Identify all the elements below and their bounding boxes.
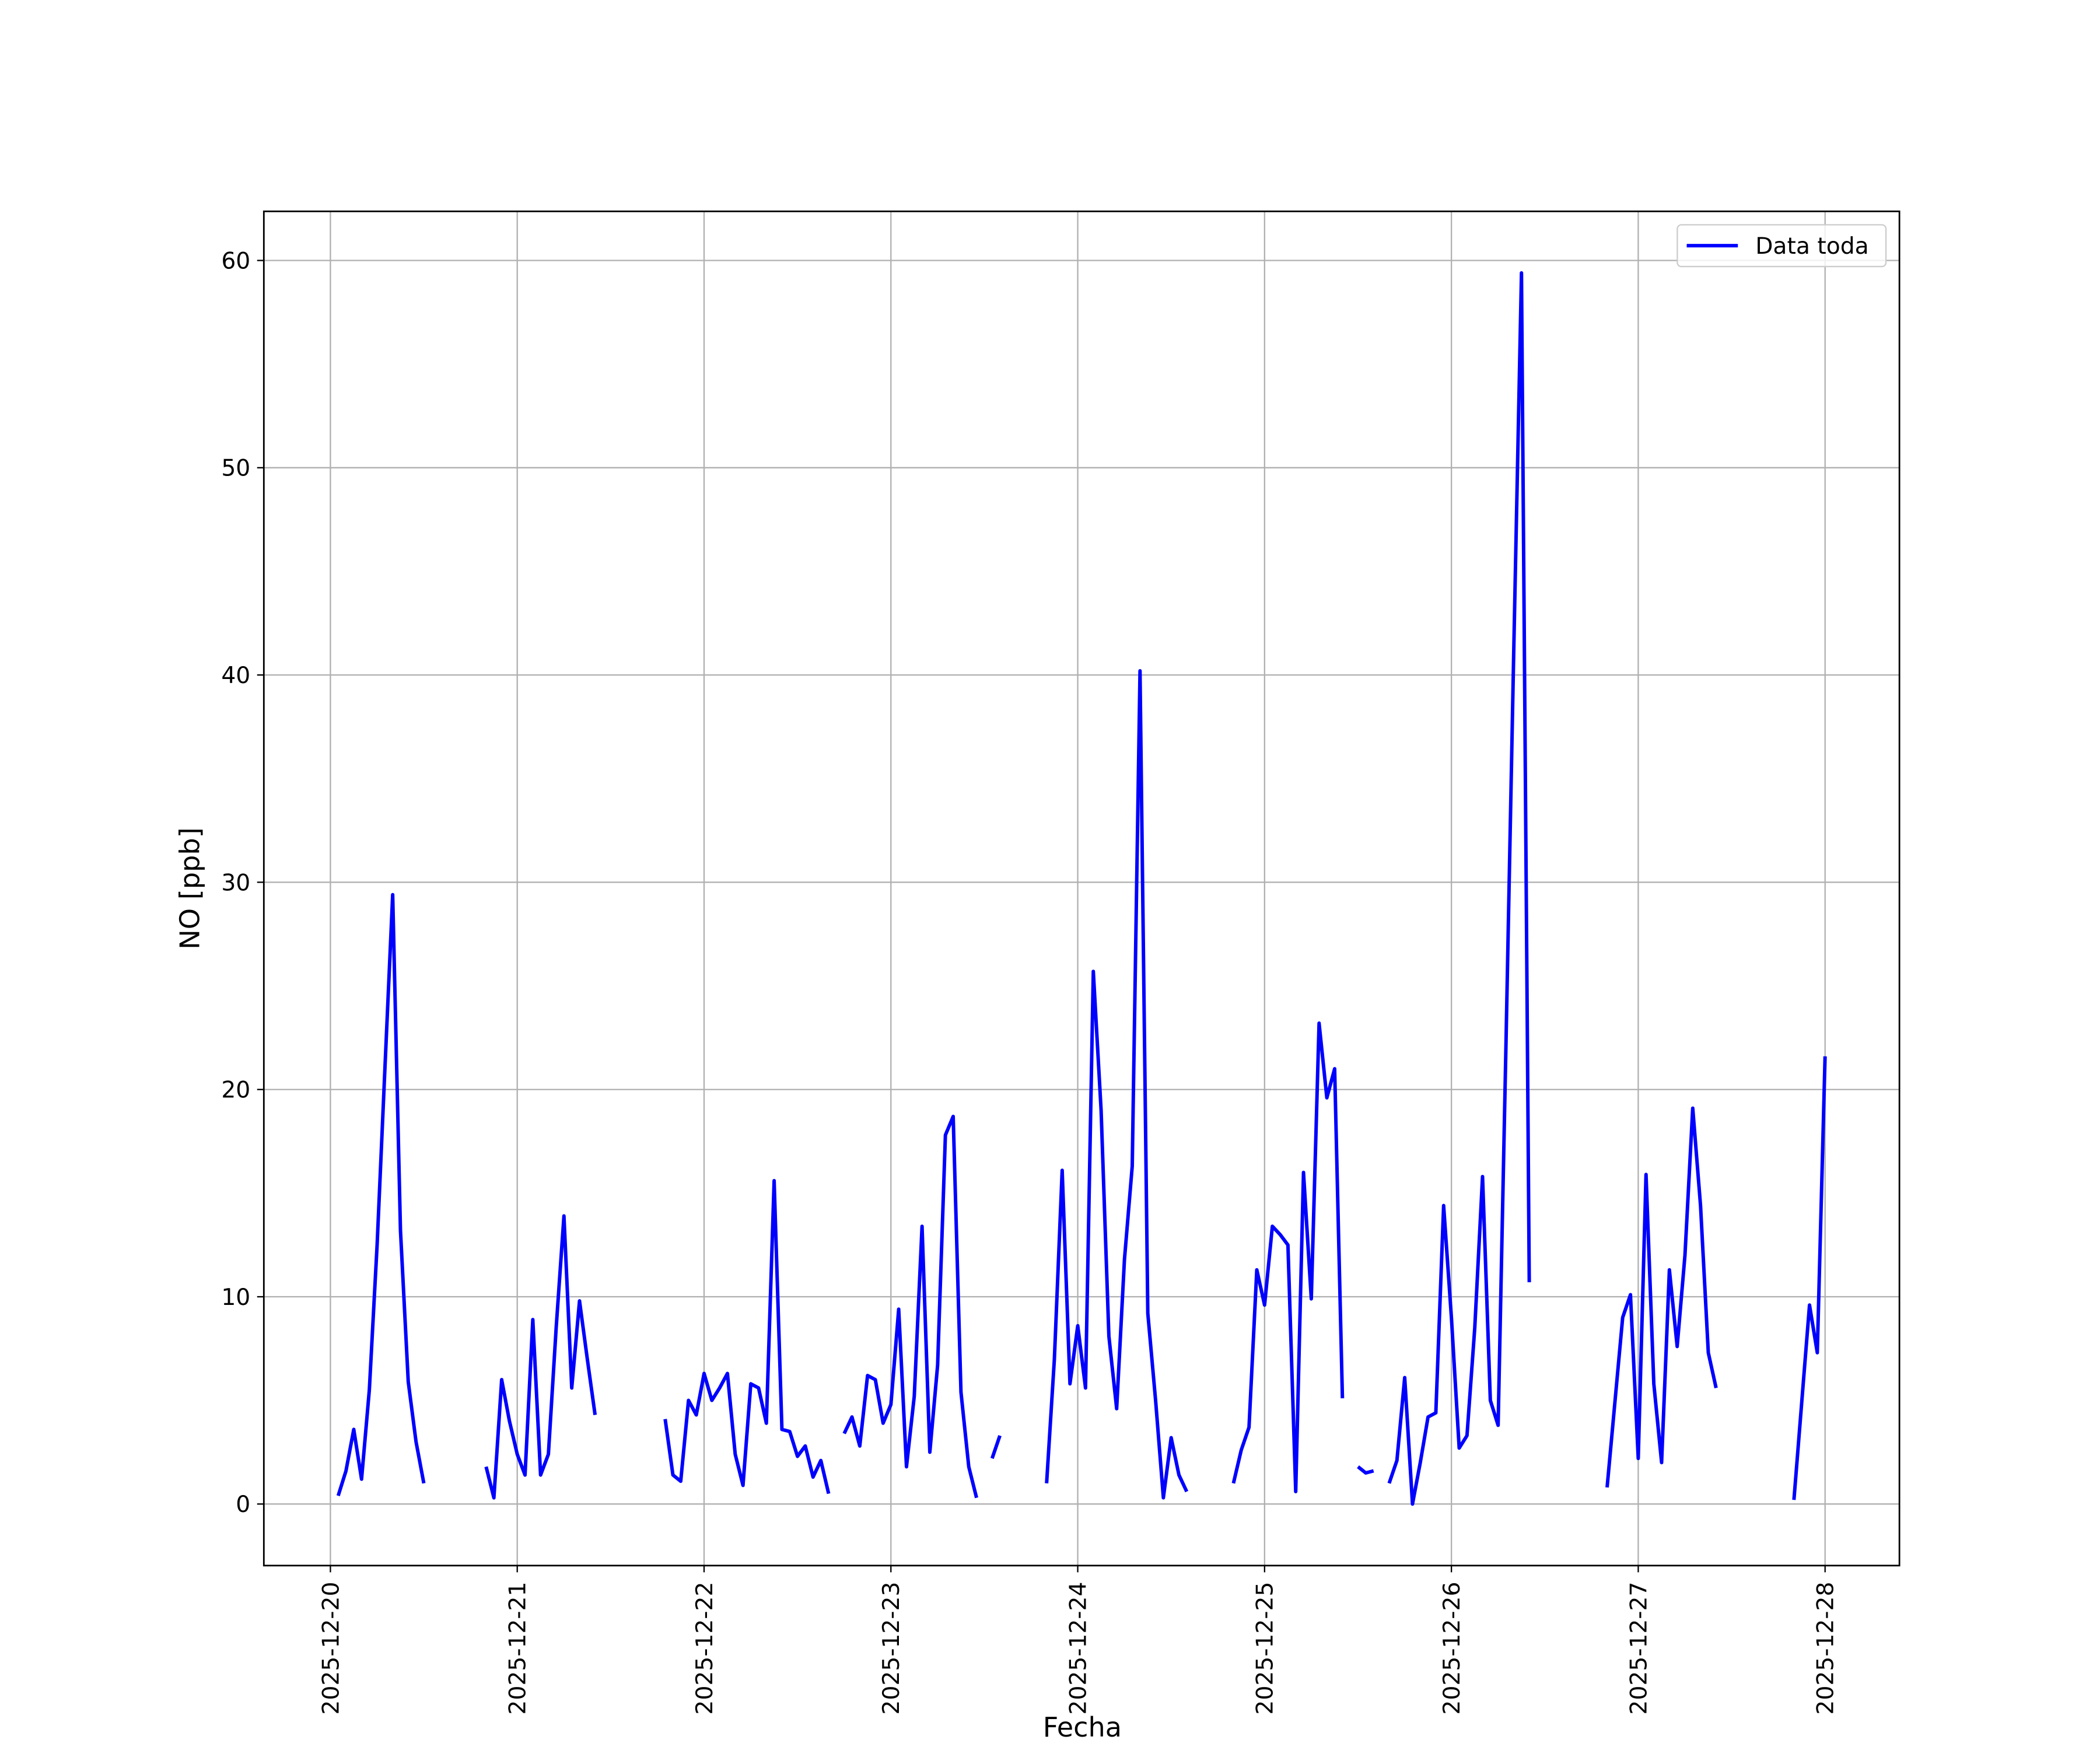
legend-label: Data toda — [1755, 233, 1868, 260]
legend-frame — [1676, 224, 1887, 268]
x-tick-label: 2025-12-22 — [692, 1582, 718, 1715]
x-tick-label: 2025-12-23 — [878, 1582, 905, 1715]
x-axis-label: Fecha — [1043, 1712, 1122, 1743]
y-tick-label: 40 — [221, 663, 250, 689]
x-tick-label: 2025-12-26 — [1439, 1582, 1465, 1715]
y-tick-label: 50 — [221, 456, 250, 482]
y-tick-label: 10 — [221, 1284, 250, 1311]
x-tick-label: 2025-12-24 — [1065, 1582, 1091, 1715]
x-tick-label: 2025-12-21 — [505, 1582, 531, 1715]
y-axis-label: NO [ppb] — [174, 827, 206, 949]
y-tick-label: 30 — [221, 870, 250, 896]
x-tick-label: 2025-12-20 — [318, 1582, 344, 1715]
data-line — [336, 271, 1827, 1506]
y-tick-label: 20 — [221, 1077, 250, 1104]
x-tick-label: 2025-12-25 — [1252, 1582, 1279, 1715]
x-tick-label: 2025-12-27 — [1626, 1582, 1652, 1715]
legend: Data toda — [1676, 224, 1887, 268]
y-tick-label: 0 — [236, 1492, 250, 1518]
x-tick-label: 2025-12-28 — [1813, 1582, 1839, 1715]
y-tick-label: 60 — [221, 248, 250, 274]
axes-frame — [262, 210, 1901, 1567]
